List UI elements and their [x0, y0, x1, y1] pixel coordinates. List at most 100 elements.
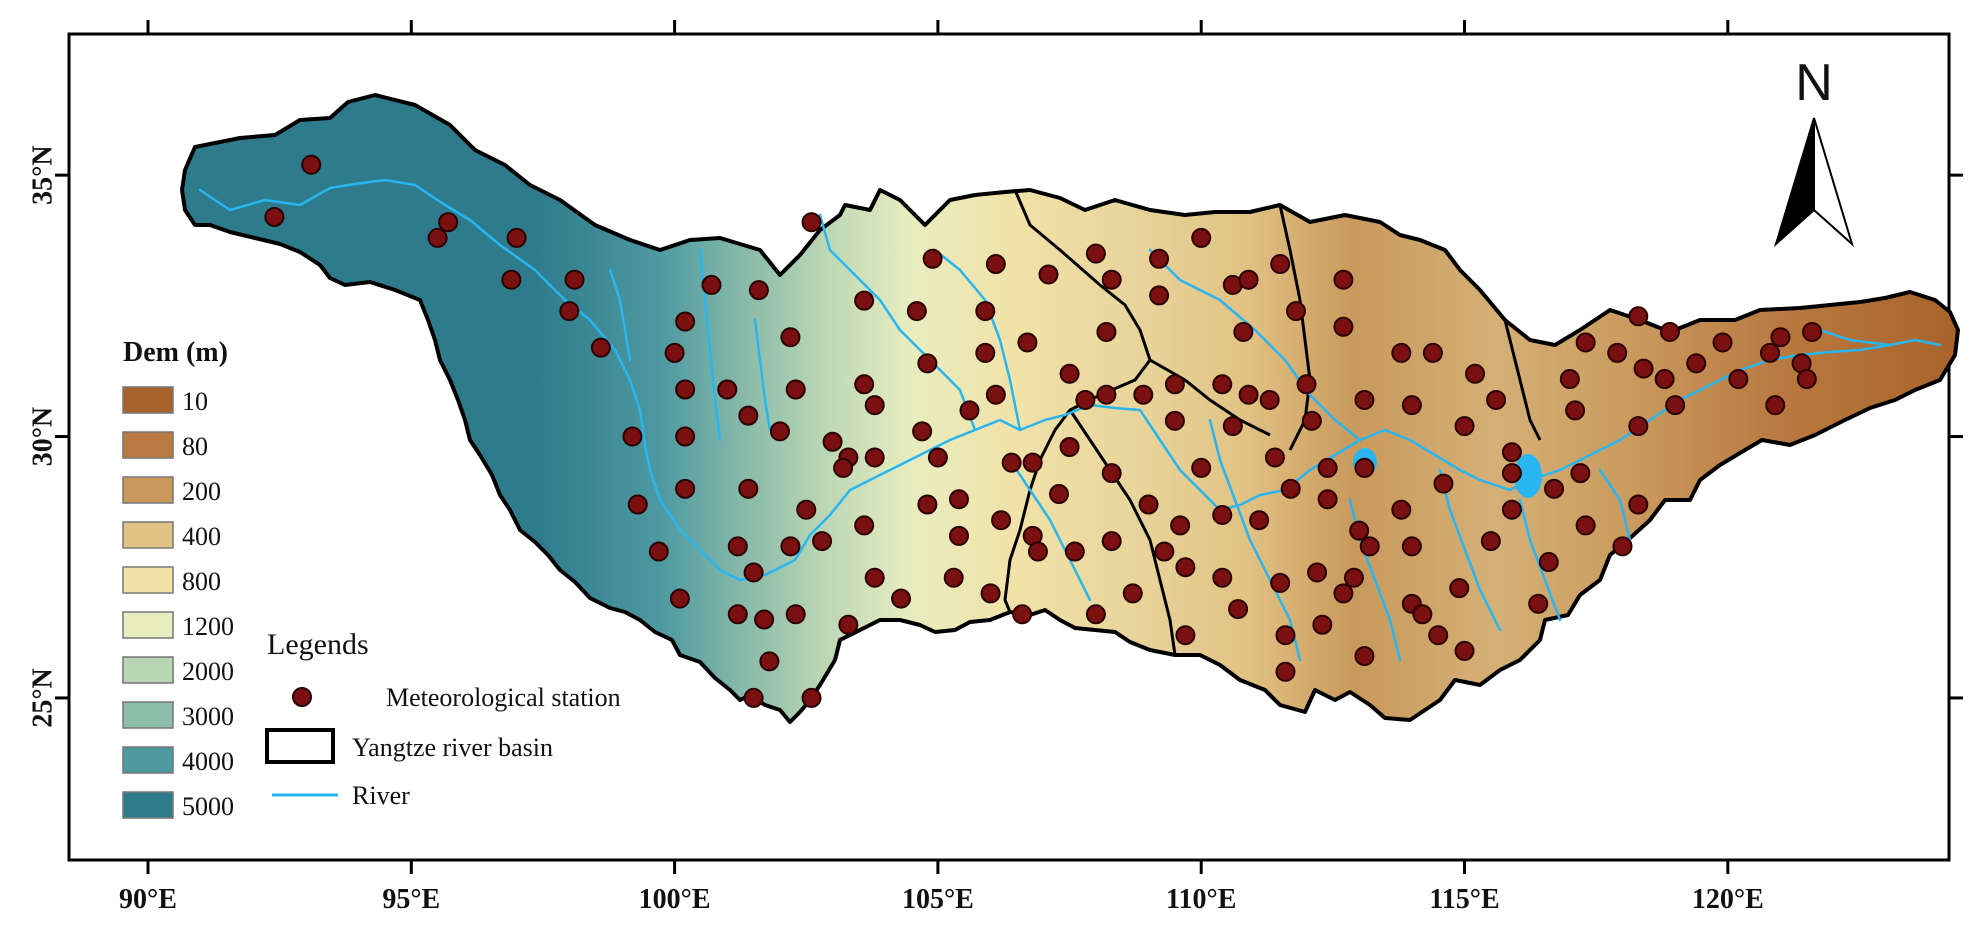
dem-legend-swatch [122, 611, 174, 639]
meteorological-station [738, 405, 759, 426]
dem-legend-label: 800 [182, 567, 221, 596]
meteorological-station [727, 536, 748, 557]
meteorological-station [1802, 321, 1823, 342]
meteorological-station [1428, 625, 1449, 646]
meteorological-station [1628, 494, 1649, 515]
meteorological-station [1175, 625, 1196, 646]
meteorological-station [501, 269, 522, 290]
meteorological-station [675, 379, 696, 400]
meteorological-station [1354, 389, 1375, 410]
x-tick-label: 100°E [639, 884, 711, 915]
meteorological-station [1401, 536, 1422, 557]
meteorological-station [1038, 264, 1059, 285]
meteorological-station [1391, 499, 1412, 520]
meteorological-station [627, 494, 648, 515]
dem-legend-label: 80 [182, 432, 208, 461]
x-tick-label: 90°E [119, 884, 177, 915]
meteorological-station [1001, 452, 1022, 473]
dem-legend-swatch [122, 476, 174, 504]
station-layer [264, 154, 1823, 708]
meteorological-station [1286, 301, 1307, 322]
meteorological-station [1249, 510, 1270, 531]
meteorological-station [1333, 583, 1354, 604]
meteorological-station [1575, 332, 1596, 353]
meteorological-station [785, 379, 806, 400]
meteorological-station [1154, 541, 1175, 562]
meteorological-station [864, 447, 885, 468]
meteorological-station [1501, 499, 1522, 520]
meteorological-station [675, 311, 696, 332]
meteorological-station [717, 379, 738, 400]
meteorological-station [1759, 342, 1780, 363]
meteorological-station [959, 400, 980, 421]
meteorological-station [891, 588, 912, 609]
meteorological-station [1454, 416, 1475, 437]
meteorological-station [1449, 578, 1470, 599]
meteorological-station [748, 280, 769, 301]
meteorological-station [1059, 363, 1080, 384]
meteorological-station [1212, 504, 1233, 525]
meteorological-station [1228, 599, 1249, 620]
meteorological-station [1238, 384, 1259, 405]
meteorological-station [622, 426, 643, 447]
meteorological-station [1149, 248, 1170, 269]
meteorological-station [917, 353, 938, 374]
axis-ticks: 90°E 95°E 100°E 105°E 110°E 115°E 120°E 35°N 30°… [27, 20, 1963, 915]
meteorological-station [812, 531, 833, 552]
meteorological-station [590, 337, 611, 358]
meteorological-station [864, 567, 885, 588]
meteorological-station [1075, 389, 1096, 410]
meteorological-station [1728, 369, 1749, 390]
meteorological-station [1501, 463, 1522, 484]
meteorological-station [1264, 447, 1285, 468]
symbol-legend: Legends Meteorological station Yangtze r… [265, 628, 621, 810]
meteorological-station [1712, 332, 1733, 353]
meteorological-station [738, 478, 759, 499]
meteorological-station [1570, 463, 1591, 484]
dem-legend-swatch [122, 566, 174, 594]
meteorological-station [1191, 227, 1212, 248]
meteorological-station [1354, 457, 1375, 478]
meteorological-station [1333, 316, 1354, 337]
meteorological-station [1607, 342, 1628, 363]
north-label: N [1795, 54, 1833, 112]
legend-station-symbol [292, 687, 312, 707]
legend-station-label: Meteorological station [386, 683, 621, 712]
meteorological-station [1307, 562, 1328, 583]
meteorological-station [1170, 515, 1191, 536]
dem-legend-title: Dem (m) [123, 337, 228, 368]
meteorological-station [1528, 593, 1549, 614]
meteorological-station [1101, 531, 1122, 552]
meteorological-station [438, 212, 459, 233]
meteorological-station [664, 342, 685, 363]
legend-title: Legends [267, 628, 369, 661]
meteorological-station [1012, 604, 1033, 625]
meteorological-station [948, 489, 969, 510]
meteorological-station [1270, 572, 1291, 593]
x-tick-label: 115°E [1429, 884, 1499, 915]
legend-river-label: River [352, 781, 410, 810]
meteorological-station [1486, 389, 1507, 410]
meteorological-station [917, 494, 938, 515]
dem-legend-swatch [122, 656, 174, 684]
meteorological-station [669, 588, 690, 609]
meteorological-station [1501, 442, 1522, 463]
meteorological-station [854, 374, 875, 395]
meteorological-station [264, 206, 285, 227]
meteorological-station [1296, 374, 1317, 395]
dem-legend-label: 5000 [182, 792, 234, 821]
dem-legend-swatch [122, 701, 174, 729]
meteorological-station [854, 515, 875, 536]
y-tick-label: 30°N [27, 407, 58, 466]
meteorological-station [1149, 285, 1170, 306]
meteorological-station [1401, 395, 1422, 416]
meteorological-station [1312, 614, 1333, 635]
meteorological-station [991, 510, 1012, 531]
meteorological-station [1175, 557, 1196, 578]
meteorological-station [301, 154, 322, 175]
meteorological-station [1538, 552, 1559, 573]
meteorological-station [785, 604, 806, 625]
x-tick-label: 105°E [902, 884, 974, 915]
meteorological-station [838, 614, 859, 635]
meteorological-station [1422, 342, 1443, 363]
